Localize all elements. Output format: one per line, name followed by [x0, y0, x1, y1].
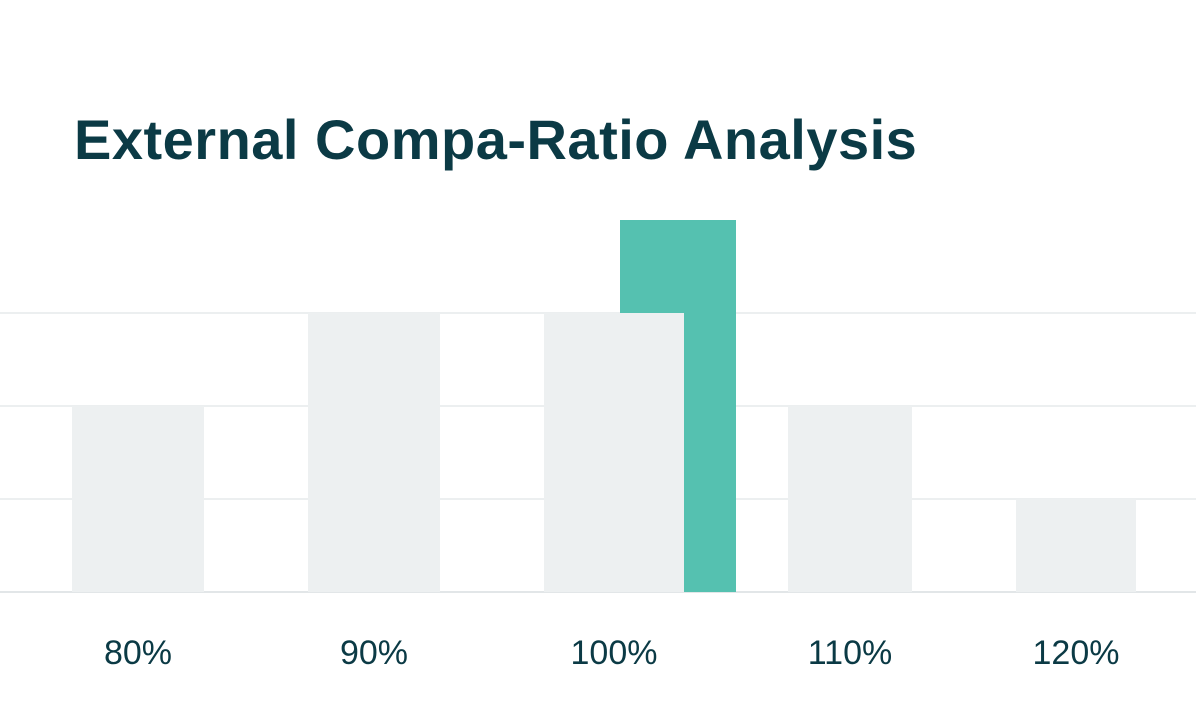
bar-100pct [544, 313, 684, 592]
x-tick-label: 120% [1033, 634, 1120, 672]
x-tick-label: 100% [571, 634, 658, 672]
bar-80pct [72, 406, 204, 592]
bars [72, 313, 1136, 592]
highlight-marker [620, 220, 736, 592]
x-tick-labels: 80% 90% 100% 110% 120% [104, 634, 1120, 672]
x-tick-label: 110% [808, 634, 892, 672]
bar-120pct [1016, 499, 1136, 592]
highlight-bar-100pct [620, 220, 736, 592]
bar-90pct [308, 313, 440, 592]
chart-title: External Compa-Ratio Analysis [74, 108, 918, 171]
x-tick-label: 80% [104, 634, 172, 672]
bar-110pct [788, 406, 912, 592]
x-tick-label: 90% [340, 634, 408, 672]
